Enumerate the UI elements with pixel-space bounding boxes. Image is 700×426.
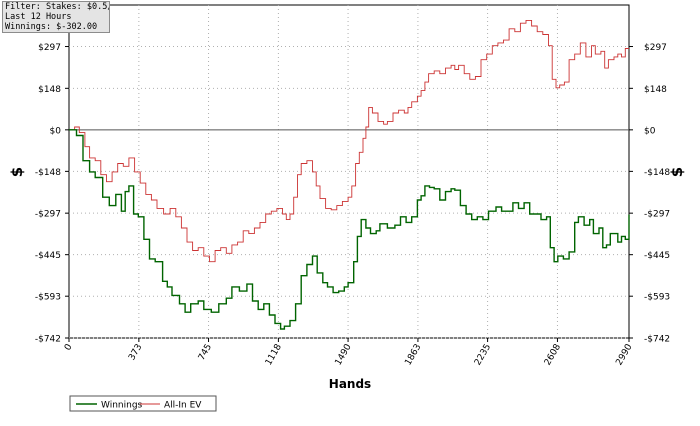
series-line-all-in-ev (69, 19, 629, 263)
y-axis-label-right: $ (668, 167, 686, 177)
y-tick-label-left: -$742 (35, 335, 61, 345)
series-lines (69, 19, 630, 330)
x-tick-label: 0 (63, 342, 75, 352)
y-tick-label-left: -$593 (35, 293, 61, 303)
axis-ticks (65, 46, 633, 342)
y-tick-label-left: $0 (50, 126, 62, 136)
y-tick-label-left: -$445 (35, 251, 61, 261)
y-tick-label-left: -$297 (35, 210, 61, 220)
x-tick-label: 1118 (264, 342, 284, 367)
legend-label-winnings: Winnings (101, 401, 143, 411)
filter-info-box: Filter: Stakes: $0.5/1 NL Last 12 Hours … (2, 1, 110, 33)
y-tick-label-right: $0 (644, 126, 656, 136)
x-tick-label: 745 (197, 343, 214, 363)
legend-label-all-in-ev: All-In EV (164, 401, 202, 411)
y-tick-label-right: $297 (644, 43, 667, 53)
filter-text: Filter: Stakes: $0.5/1 NL (5, 2, 109, 12)
y-tick-label-right: $148 (644, 85, 667, 95)
legend: Winnings All-In EV (69, 395, 217, 412)
winnings-text: Winnings: $-302.00 (5, 22, 98, 32)
x-tick-label: 2990 (614, 342, 634, 367)
x-tick-label: 2608 (543, 342, 563, 367)
y-tick-label-right: -$297 (644, 210, 670, 220)
y-tick-label-left: $297 (38, 43, 61, 53)
x-tick-label: 1863 (403, 343, 423, 368)
y-tick-label-right: -$593 (644, 293, 670, 303)
grid-lines (69, 5, 629, 339)
period-text: Last 12 Hours (5, 12, 72, 22)
x-tick-label: 373 (127, 343, 144, 363)
series-line-winnings (69, 129, 630, 330)
y-axis-label-left: $ (8, 167, 26, 177)
y-tick-label-right: -$445 (644, 251, 670, 261)
y-tick-label-right: -$742 (644, 335, 670, 345)
x-tick-label: 1490 (334, 342, 354, 367)
y-tick-label-left: -$148 (35, 168, 61, 178)
x-axis-label: Hands (329, 377, 371, 391)
y-tick-label-right: -$148 (644, 168, 670, 178)
y-tick-label-left: $148 (38, 85, 61, 95)
x-tick-label: 2235 (473, 343, 493, 368)
